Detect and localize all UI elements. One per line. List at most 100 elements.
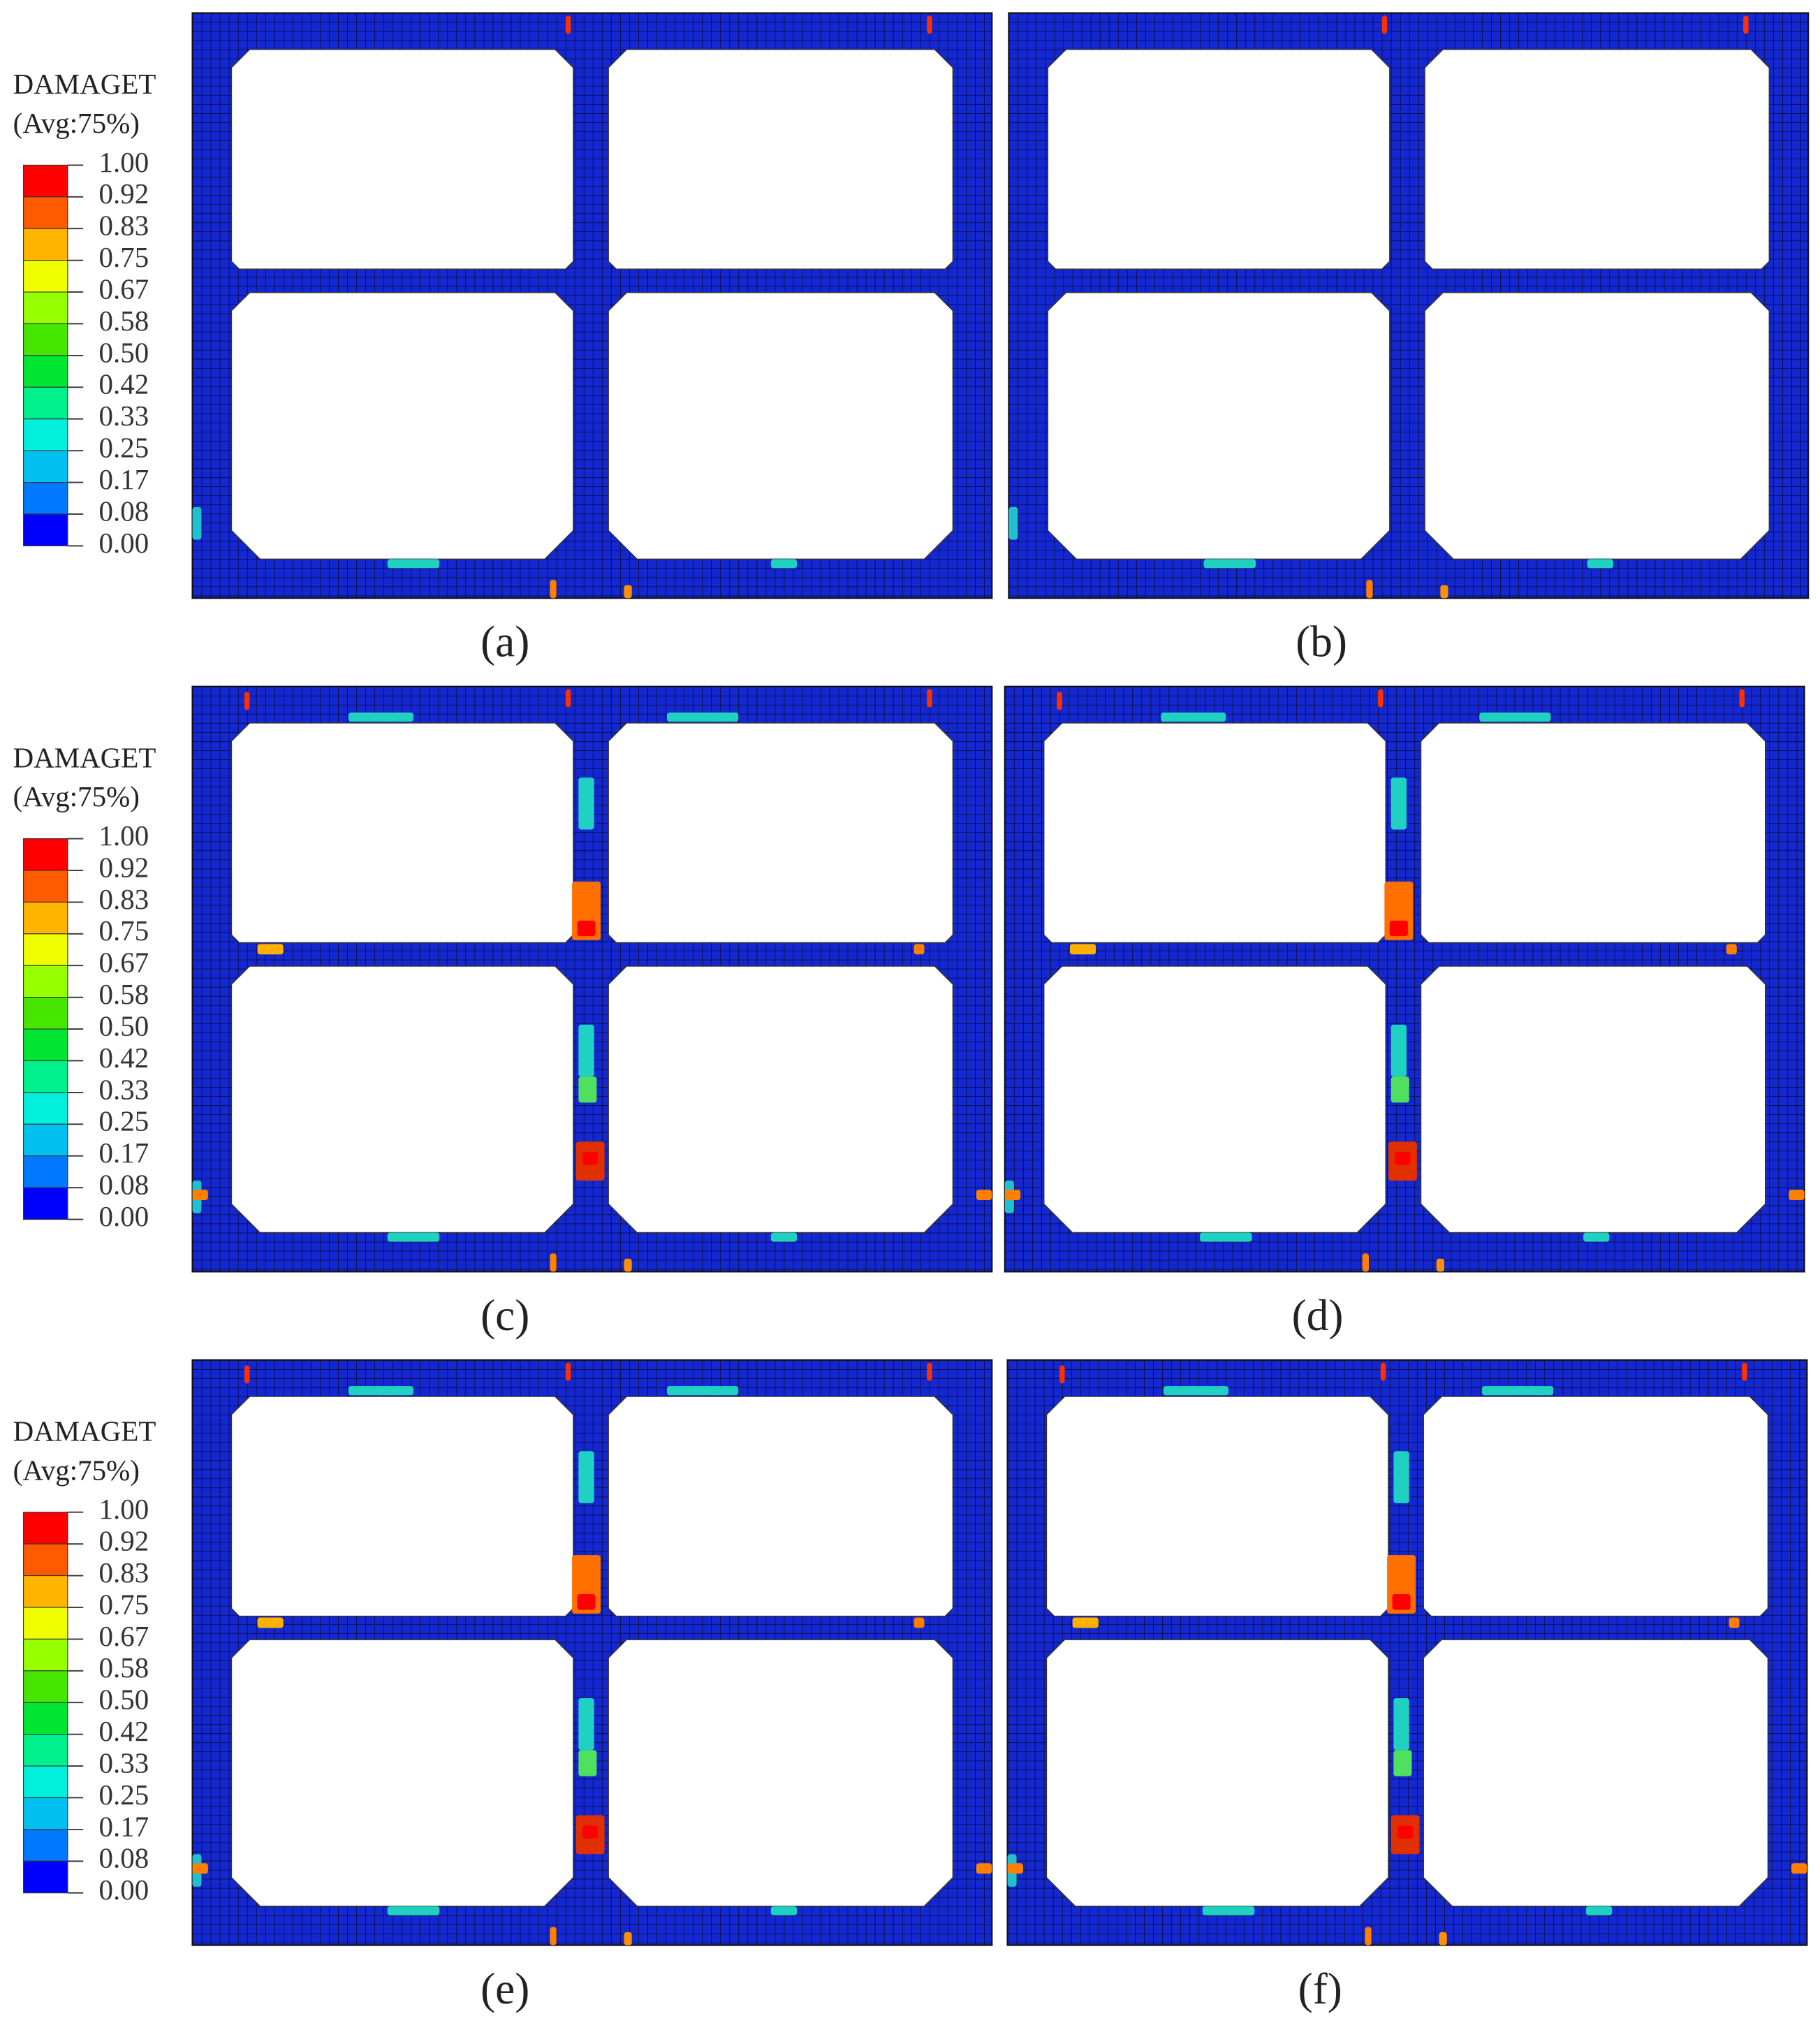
damage-zone <box>1479 713 1551 722</box>
legend-swatch <box>23 1829 68 1862</box>
damage-zone <box>913 944 925 955</box>
legend-swatch <box>23 291 68 325</box>
damage-zone <box>1057 692 1062 710</box>
damage-zone <box>550 1253 557 1272</box>
damage-zone <box>1381 15 1388 34</box>
damage-zone <box>578 1698 594 1751</box>
damage-zone <box>577 920 596 937</box>
damage-zone <box>1380 1362 1386 1381</box>
opening <box>1047 292 1390 560</box>
damage-zone <box>1393 1750 1412 1776</box>
legend-swatch <box>23 164 68 198</box>
damage-zone <box>1161 713 1226 722</box>
legend-swatch <box>23 355 68 388</box>
damage-zone <box>244 1365 250 1384</box>
legend-level: 0.25 <box>99 1779 149 1811</box>
legend: DAMAGET (Avg:75%) 1.000.920.830.750.670.58… <box>13 1415 156 1906</box>
opening <box>608 1396 954 1617</box>
damage-zone <box>976 1863 992 1874</box>
damage-zone <box>1069 944 1096 955</box>
damage-zone <box>1742 1362 1747 1381</box>
legend-level: 0.08 <box>99 1169 149 1201</box>
damage-zone <box>1059 1365 1065 1384</box>
legend-level: 0.17 <box>99 1137 149 1169</box>
damage-zone <box>578 1076 597 1103</box>
legend-subtitle: (Avg:75%) <box>13 108 140 139</box>
damage-zone <box>1393 1698 1409 1751</box>
opening <box>230 1396 574 1617</box>
damage-zone <box>192 1863 208 1874</box>
legend-swatch <box>23 418 68 451</box>
legend-swatch <box>23 933 68 966</box>
damage-zone <box>1362 1253 1370 1272</box>
damage-zone <box>578 1750 597 1776</box>
legend-level: 0.58 <box>99 979 149 1010</box>
damage-zone <box>1200 1232 1252 1242</box>
damage-zone <box>192 1190 208 1201</box>
damage-zone <box>770 1232 798 1242</box>
legend-level: 1.00 <box>99 1494 149 1525</box>
opening <box>1043 965 1386 1234</box>
damage-zone <box>578 1451 594 1503</box>
opening <box>608 48 954 270</box>
damage-zone <box>577 1593 596 1610</box>
legend-level: 0.00 <box>99 1874 149 1906</box>
legend-level: 0.00 <box>99 527 149 559</box>
legend-level: 0.17 <box>99 1811 149 1842</box>
damage-zone <box>1739 689 1745 708</box>
legend-level: 0.00 <box>99 1201 149 1232</box>
panel <box>1006 1359 1808 1946</box>
damage-zone <box>666 713 739 722</box>
damage-zone <box>1004 1190 1021 1201</box>
damage-zone <box>1072 1617 1099 1628</box>
opening <box>1423 1639 1769 1907</box>
legend-level: 0.50 <box>99 1010 149 1042</box>
damage-zone <box>348 1386 413 1396</box>
opening <box>1047 48 1390 270</box>
opening <box>1420 722 1766 944</box>
panel <box>1008 12 1810 599</box>
damage-zone <box>913 1617 925 1628</box>
damage-zone <box>1583 1232 1610 1242</box>
opening <box>1423 1396 1769 1617</box>
damage-zone <box>582 1152 599 1165</box>
legend-level: 0.67 <box>99 1621 149 1652</box>
legend-swatch <box>23 1028 68 1062</box>
legend-subtitle: (Avg:75%) <box>13 781 140 812</box>
damage-zone <box>1202 1906 1255 1915</box>
panel <box>1004 685 1805 1273</box>
opening <box>608 722 954 944</box>
legend-level: 0.67 <box>99 947 149 979</box>
damage-zone <box>387 559 440 569</box>
legend-level: 0.17 <box>99 464 149 495</box>
damage-zone <box>582 1825 599 1839</box>
legend-swatch <box>23 1765 68 1799</box>
panel-label: (a) <box>480 618 529 666</box>
damage-zone <box>1366 580 1373 599</box>
legend-level: 0.92 <box>99 1526 149 1557</box>
damage-zone <box>770 1906 798 1915</box>
damage-zone <box>1395 1152 1411 1165</box>
damage-zone <box>565 15 571 34</box>
legend-level: 0.33 <box>99 1747 149 1779</box>
panel <box>191 1359 993 1946</box>
damage-zone <box>770 559 798 569</box>
damage-zone <box>1378 689 1384 708</box>
legend-swatch <box>23 196 68 229</box>
damage-zone <box>1007 1863 1023 1874</box>
legend-level: 0.50 <box>99 337 149 368</box>
legend-level: 0.50 <box>99 1684 149 1716</box>
damage-zone <box>257 1617 284 1628</box>
opening <box>1045 1396 1389 1617</box>
legend-level: 0.25 <box>99 1106 149 1137</box>
opening <box>608 965 954 1234</box>
damage-zone <box>387 1906 440 1915</box>
legend-title: DAMAGET <box>13 1415 156 1447</box>
legend-level: 0.08 <box>99 1843 149 1874</box>
damage-zone <box>976 1190 992 1201</box>
opening <box>230 722 574 944</box>
opening <box>230 1639 574 1907</box>
legend-level: 1.00 <box>99 820 149 852</box>
damage-zone <box>348 713 413 722</box>
damage-zone <box>550 1927 557 1946</box>
